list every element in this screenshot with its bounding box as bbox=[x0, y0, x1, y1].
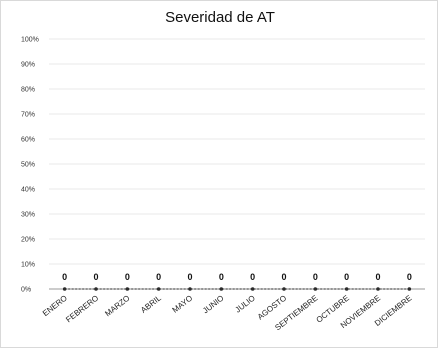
y-tick-label: 30% bbox=[21, 212, 35, 219]
y-tick-label: 40% bbox=[21, 187, 35, 194]
data-point bbox=[62, 287, 67, 291]
data-point bbox=[282, 287, 286, 291]
data-point bbox=[125, 287, 130, 291]
data-point bbox=[344, 287, 349, 291]
data-point bbox=[156, 287, 161, 291]
x-tick-label: ABRIL bbox=[139, 293, 163, 315]
data-label: 0 bbox=[219, 272, 224, 282]
data-label: 0 bbox=[344, 272, 349, 282]
y-tick-label: 100% bbox=[21, 37, 39, 44]
data-point bbox=[188, 287, 192, 291]
data-label: 0 bbox=[375, 272, 380, 282]
data-label: 0 bbox=[407, 272, 412, 282]
x-tick-label: MAYO bbox=[171, 293, 195, 314]
y-tick-label: 80% bbox=[21, 87, 35, 94]
data-point bbox=[250, 287, 255, 291]
x-tick-label: JUNIO bbox=[201, 293, 225, 315]
data-point bbox=[219, 287, 224, 291]
data-label: 0 bbox=[125, 272, 130, 282]
data-point bbox=[313, 287, 318, 291]
chart-title: Severidad de AT bbox=[165, 9, 275, 26]
data-label: 0 bbox=[62, 272, 67, 282]
x-tick-label: MARZO bbox=[103, 293, 131, 318]
x-tick-label: ENERO bbox=[41, 293, 69, 318]
y-tick-label: 50% bbox=[21, 162, 35, 169]
data-label: 0 bbox=[313, 272, 318, 282]
data-point bbox=[376, 287, 380, 291]
data-label: 0 bbox=[250, 272, 255, 282]
data-point bbox=[407, 287, 412, 291]
y-tick-label: 90% bbox=[21, 62, 35, 69]
data-label: 0 bbox=[156, 272, 161, 282]
data-label: 0 bbox=[187, 272, 192, 282]
y-tick-label: 10% bbox=[21, 262, 35, 269]
data-label: 0 bbox=[93, 272, 98, 282]
data-point bbox=[94, 287, 98, 291]
x-tick-label: JULIO bbox=[233, 293, 256, 314]
x-tick-label: FEBRERO bbox=[64, 293, 100, 324]
data-label: 0 bbox=[281, 272, 286, 282]
y-tick-label: 60% bbox=[21, 137, 35, 144]
y-tick-label: 0% bbox=[21, 287, 31, 294]
y-tick-label: 70% bbox=[21, 112, 35, 119]
y-tick-label: 20% bbox=[21, 237, 35, 244]
